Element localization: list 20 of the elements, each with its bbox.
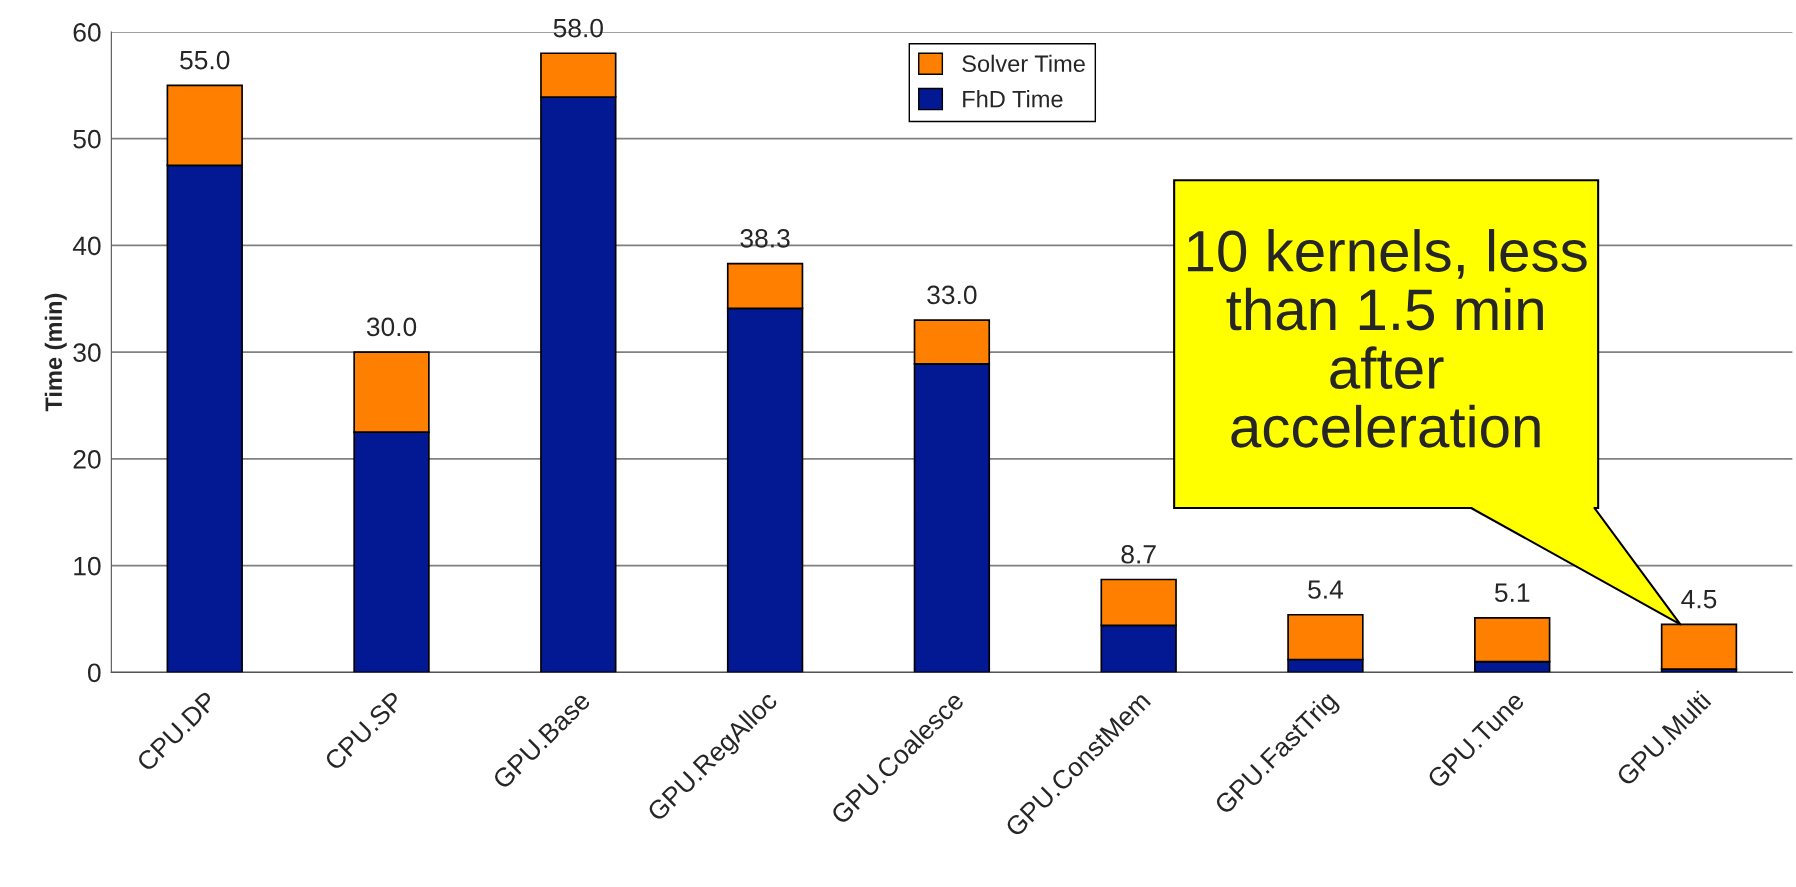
y-tick-label: 0 bbox=[87, 663, 101, 683]
total-label: 38.3 bbox=[740, 228, 790, 248]
total-label: 5.1 bbox=[1494, 583, 1530, 603]
total-label: 58.0 bbox=[553, 18, 603, 38]
total-label: 30.0 bbox=[366, 317, 417, 337]
y-axis-title: Time (min) bbox=[44, 293, 67, 412]
total-label: 55.0 bbox=[180, 50, 230, 70]
total-label: 5.4 bbox=[1308, 580, 1344, 599]
y-tick-label: 10 bbox=[74, 556, 101, 576]
legend-label: FhD Time bbox=[963, 90, 1063, 108]
total-label: 4.5 bbox=[1681, 590, 1717, 609]
legend-label: Solver Time bbox=[962, 54, 1085, 73]
total-label: 33.0 bbox=[927, 285, 977, 305]
y-tick-label: 60 bbox=[73, 23, 101, 42]
y-tick-label: 50 bbox=[73, 129, 101, 149]
y-tick-label: 20 bbox=[73, 450, 101, 469]
y-tick-label: 30 bbox=[73, 343, 101, 362]
y-tick-label: 40 bbox=[72, 236, 101, 256]
total-label: 8.7 bbox=[1121, 544, 1156, 564]
annotation: 10 kernels, less than 1.5 min after acceleration bbox=[1187, 229, 1587, 448]
